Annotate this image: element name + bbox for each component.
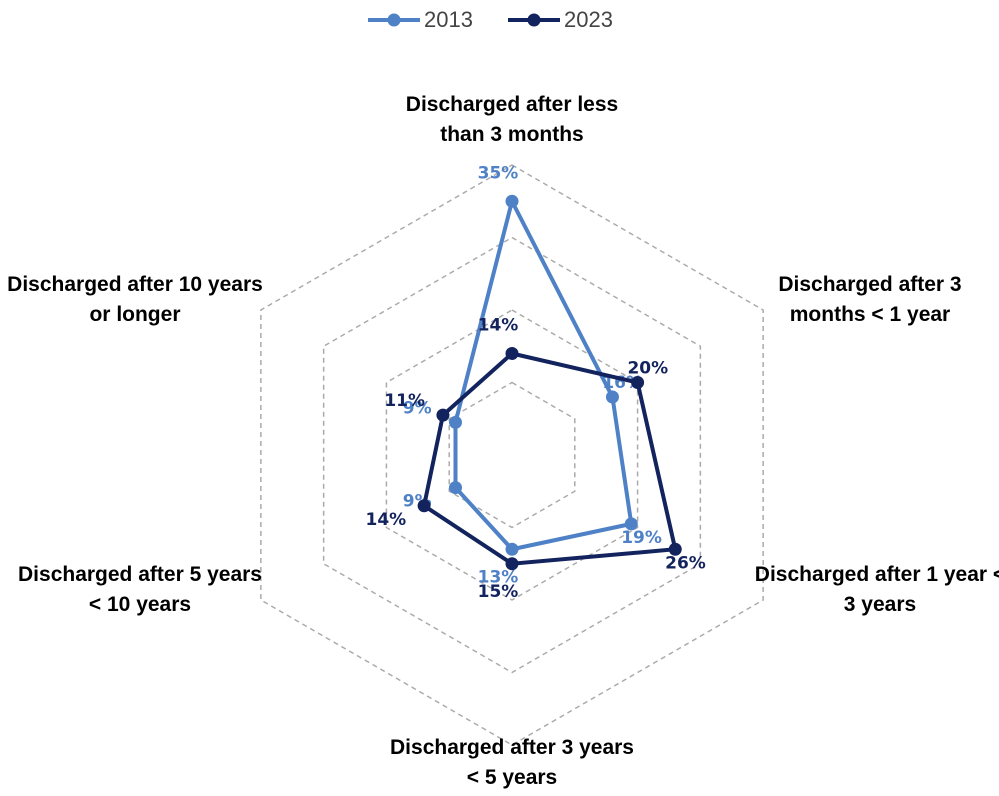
legend-label: 2023 xyxy=(564,7,613,32)
data-point xyxy=(605,390,619,404)
data-point xyxy=(448,415,462,429)
legend-marker xyxy=(387,13,401,27)
grid-ring xyxy=(448,381,576,529)
data-label: 14% xyxy=(478,316,519,336)
category-label: Discharged after 3 years < 5 years xyxy=(390,736,634,789)
data-point xyxy=(505,194,519,208)
category-label: Discharged after 3 months < 1 year xyxy=(778,273,962,326)
data-point xyxy=(668,542,682,556)
data-point xyxy=(624,517,638,531)
data-point xyxy=(505,347,519,360)
data-point xyxy=(505,542,519,556)
data-label: 14% xyxy=(365,510,406,530)
data-point xyxy=(417,499,431,513)
data-label: 26% xyxy=(665,553,706,573)
data-label: 19% xyxy=(621,528,662,548)
grid-ring xyxy=(322,236,702,674)
data-point xyxy=(505,557,519,571)
data-label: 15% xyxy=(478,582,519,602)
category-label: Discharged after 1 year < 3 years xyxy=(754,563,999,616)
category-label: Discharged after 10 years or longer xyxy=(7,273,263,326)
data-point xyxy=(436,408,450,422)
data-label: 13% xyxy=(478,567,519,587)
data-label: 20% xyxy=(627,359,668,379)
category-label: Discharged after less than 3 months xyxy=(405,93,619,146)
data-label: 35% xyxy=(478,163,519,183)
legend-marker xyxy=(527,13,541,27)
grid-ring xyxy=(260,164,764,746)
legend-label: 2013 xyxy=(424,7,473,32)
data-label: 11% xyxy=(384,391,425,411)
category-label: Discharged after 5 years < 10 years xyxy=(18,563,262,616)
data-point xyxy=(448,481,462,495)
data-point xyxy=(631,376,645,389)
data-label: 9% xyxy=(403,398,432,418)
